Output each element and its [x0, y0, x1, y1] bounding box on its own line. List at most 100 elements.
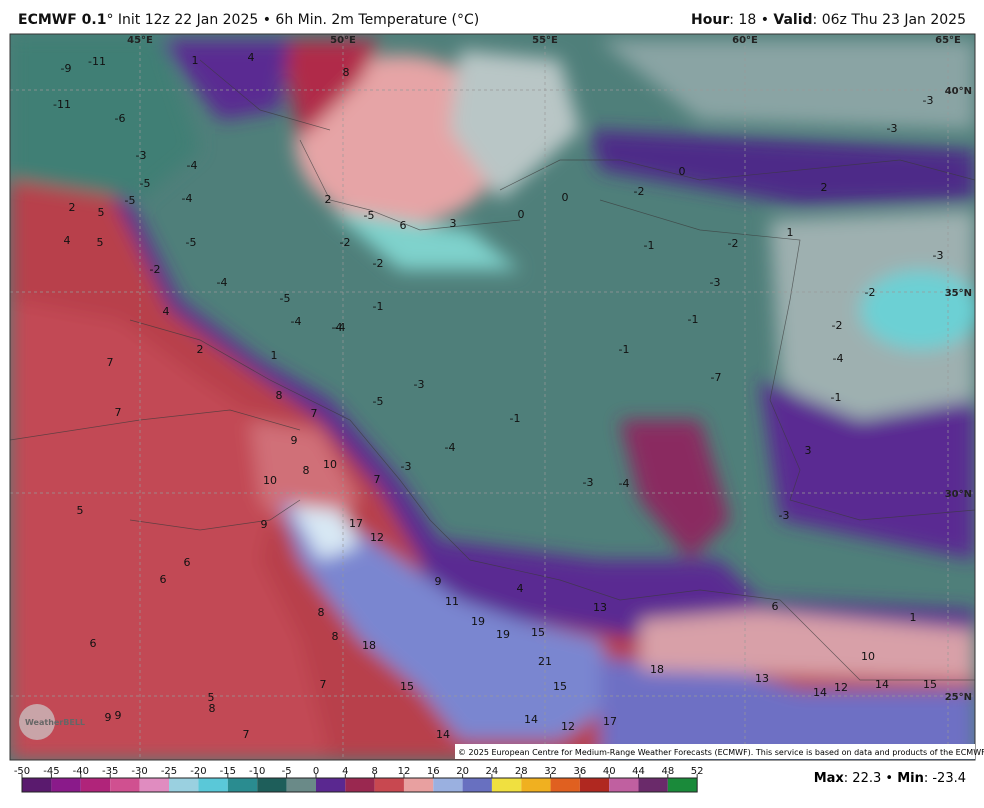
map-value: -3: [923, 94, 934, 107]
colorbar-label: 20: [456, 766, 469, 777]
lat-label: 35°N: [945, 288, 972, 299]
lon-label: 45°E: [127, 35, 153, 46]
min: : -23.4: [923, 771, 966, 786]
map-value: -11: [53, 98, 71, 111]
colorbar-label: 36: [574, 766, 587, 777]
colorbar-segment: [22, 778, 52, 792]
colorbar-label: 16: [427, 766, 440, 777]
map-value: 8: [332, 630, 339, 643]
map-value: 4: [64, 234, 71, 247]
lon-label: 55°E: [532, 35, 558, 46]
map-value: 2: [325, 193, 332, 206]
colorbar-segment: [462, 778, 492, 792]
map-value: 2: [821, 181, 828, 194]
map-value: -2: [832, 319, 843, 332]
map-value: 9: [261, 518, 268, 531]
map-value: 1: [787, 226, 794, 239]
colorbar-label: -15: [220, 766, 236, 777]
map-value: 2: [69, 201, 76, 214]
max: : 22.3 •: [843, 771, 898, 786]
map-value: 9: [105, 711, 112, 724]
colorbar-segment: [579, 778, 610, 792]
map-value: 10: [861, 650, 875, 663]
valid-label: Valid: [773, 12, 813, 28]
max-label: Max: [813, 771, 844, 786]
map-value: -3: [779, 509, 790, 522]
map-value: -1: [619, 343, 630, 356]
map-value: -4: [291, 315, 302, 328]
footer: Max: 22.3 • Min: -23.4: [814, 771, 966, 786]
map-value: 12: [834, 681, 848, 694]
colorbar-label: 4: [342, 766, 348, 777]
map-value: 9: [291, 434, 298, 447]
colorbar-segment: [257, 778, 287, 792]
colorbar-segment: [374, 778, 404, 792]
map-value: -5: [373, 395, 384, 408]
map-value: 5: [208, 691, 215, 704]
copyright: © 2025 European Centre for Medium-Range …: [458, 748, 984, 757]
map-value: -3: [710, 276, 721, 289]
map-value: -3: [136, 149, 147, 162]
map-value: -5: [364, 209, 375, 222]
colorbar-segment: [345, 778, 375, 792]
colorbar-segment: [491, 778, 522, 792]
colorbar-segment: [286, 778, 316, 792]
colorbar-segment: [80, 778, 111, 792]
colorbar-segment: [433, 778, 463, 792]
map-value: 15: [923, 678, 937, 691]
colorbar-segment: [139, 778, 169, 792]
colorbar-segment: [609, 778, 639, 792]
map-value: -2: [373, 257, 384, 270]
colorbar-label: -50: [14, 766, 30, 777]
map-value: 14: [813, 686, 827, 699]
map-value: 6: [160, 573, 167, 586]
map-value: -3: [887, 122, 898, 135]
map-value: -4: [619, 477, 630, 490]
map-value: 2: [197, 343, 204, 356]
map-value: 15: [400, 680, 414, 693]
map-value: -1: [373, 300, 384, 313]
map-value: 13: [593, 601, 607, 614]
model: ECMWF 0.1: [18, 12, 107, 28]
map-value: -5: [140, 177, 151, 190]
map-value: 1: [910, 611, 917, 624]
map-value: -2: [865, 286, 876, 299]
map-value: -2: [634, 185, 645, 198]
colorbar-label: 32: [544, 766, 557, 777]
hour: : 18 •: [729, 12, 774, 28]
map-value: 9: [115, 709, 122, 722]
map-value: -2: [150, 263, 161, 276]
map-value: -4: [833, 352, 844, 365]
colorbar-segment: [227, 778, 258, 792]
run-info: ° Init 12z 22 Jan 2025 • 6h Min. 2m Temp…: [106, 12, 480, 28]
map-value: 11: [445, 595, 459, 608]
map-value: -3: [933, 249, 944, 262]
map-value: 5: [98, 206, 105, 219]
map-value: -1: [510, 412, 521, 425]
map-value: 8: [303, 464, 310, 477]
valid: : 06z Thu 23 Jan 2025: [812, 12, 966, 28]
colorbar-label: -40: [73, 766, 89, 777]
colorbar-label: 44: [632, 766, 645, 777]
lon-label: 60°E: [732, 35, 758, 46]
map-value: -11: [88, 55, 106, 68]
map-value: 4: [517, 582, 524, 595]
colorbar-label: 24: [486, 766, 499, 777]
map-value: 7: [243, 728, 250, 741]
map-value: 3: [450, 217, 457, 230]
valid-info: Hour: 18 • Valid: 06z Thu 23 Jan 2025: [691, 12, 966, 28]
min-label: Min: [897, 771, 924, 786]
map-value: 6: [400, 219, 407, 232]
hour-label: Hour: [691, 12, 730, 28]
map-value: 7: [311, 407, 318, 420]
borders: [10, 59, 975, 681]
map-value: 7: [115, 406, 122, 419]
map-value: 14: [875, 678, 889, 691]
map-value: 8: [209, 702, 216, 715]
map-value: -1: [688, 313, 699, 326]
colorbar-label: 28: [515, 766, 528, 777]
colorbar-segment: [403, 778, 434, 792]
map-value: -4: [332, 321, 343, 334]
map-value: 15: [531, 626, 545, 639]
